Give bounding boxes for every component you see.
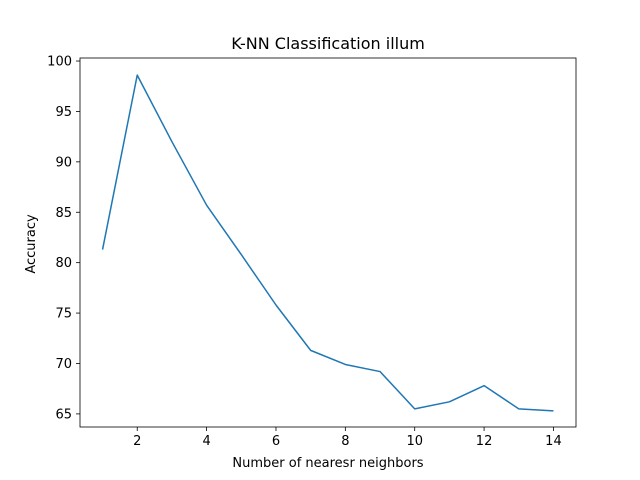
chart-title: K-NN Classification illum bbox=[231, 34, 425, 53]
x-tick-label: 6 bbox=[272, 434, 280, 449]
y-tick-label: 95 bbox=[55, 105, 72, 120]
x-tick-label: 10 bbox=[406, 434, 423, 449]
y-tick-label: 65 bbox=[55, 407, 72, 422]
x-tick-label: 8 bbox=[341, 434, 349, 449]
x-tick-label: 2 bbox=[133, 434, 141, 449]
y-tick-label: 100 bbox=[47, 55, 72, 70]
y-tick-label: 85 bbox=[55, 206, 72, 221]
y-axis-label: Accuracy bbox=[24, 214, 39, 274]
y-tick-label: 90 bbox=[55, 155, 72, 170]
x-tick-label: 14 bbox=[545, 434, 562, 449]
y-tick-label: 80 bbox=[55, 256, 72, 271]
x-axis-label: Number of nearesr neighbors bbox=[232, 456, 423, 471]
series-line-0 bbox=[101, 74, 554, 412]
x-tick-label: 12 bbox=[476, 434, 493, 449]
plot-frame bbox=[79, 57, 577, 428]
y-tick-label: 75 bbox=[55, 307, 72, 322]
plot-area: 2 4 6 8 10 12 14 65 70 75 80 85 90 95 100 bbox=[47, 55, 577, 449]
x-tick-label: 4 bbox=[202, 434, 210, 449]
y-tick-label: 70 bbox=[55, 357, 72, 372]
